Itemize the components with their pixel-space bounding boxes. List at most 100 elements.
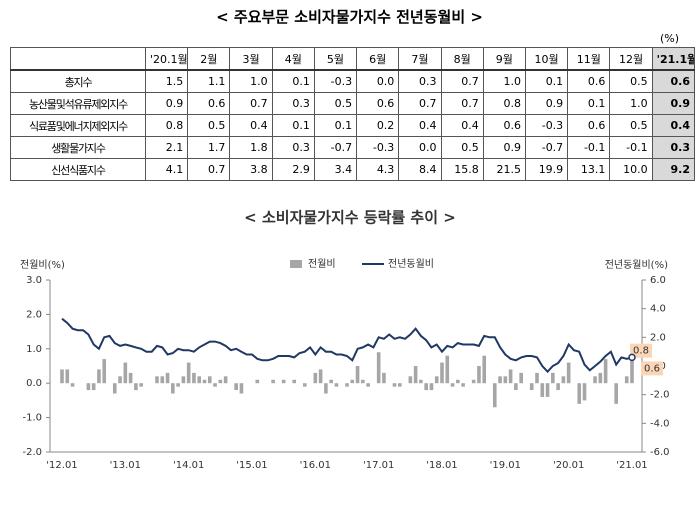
cell: 0.2 — [356, 114, 400, 137]
cell: 9.2 — [651, 158, 696, 181]
cell: 0.7 — [229, 92, 273, 115]
bar — [419, 379, 423, 384]
cell: 0.5 — [440, 136, 484, 159]
bar — [540, 383, 545, 397]
cell: 15.8 — [440, 158, 484, 181]
bar — [561, 376, 566, 384]
table-row: 식료품및에너지제외지수 0.8 0.5 0.4 0.1 0.1 0.2 0.4 0.4 0.6 -0… — [10, 114, 696, 137]
bar — [519, 372, 523, 384]
bar — [350, 379, 355, 384]
cell: -0.7 — [524, 136, 569, 159]
column-header: '20.1월 — [144, 47, 189, 71]
cell: 0.3 — [398, 69, 442, 93]
cell: 1.0 — [609, 92, 653, 115]
cell: 0.1 — [567, 92, 611, 115]
chart: < 소비자물가지수 등락률 추이 > 전월비(%) 전년동월비(%) 3.0 2.… — [20, 209, 670, 472]
bar — [508, 369, 513, 384]
legend-label: 전월비 — [308, 258, 336, 270]
cell: 21.5 — [482, 158, 526, 181]
bar — [181, 376, 186, 384]
y2-tick-label: -6.0 — [650, 447, 670, 458]
cpi-table: '20.1월 2월 3월 4월 5월 6월 7월 8월 9월 10월 11월 12월 '21.1월 총지… — [10, 47, 696, 181]
cell: 19.9 — [524, 158, 569, 181]
bar — [456, 379, 460, 384]
cell: 1.5 — [144, 69, 189, 93]
x-tick-label: '15.01 — [236, 460, 267, 471]
cell: -0.1 — [609, 136, 653, 159]
bar — [345, 383, 349, 387]
bar — [413, 366, 418, 384]
y-axis-label: 전월비(%) — [20, 259, 65, 271]
cell: 0.0 — [356, 69, 400, 93]
cell: 3.8 — [229, 158, 273, 181]
cell: -0.3 — [313, 69, 358, 93]
x-tick-label: '14.01 — [173, 460, 204, 471]
bar — [461, 383, 465, 387]
bar — [118, 376, 122, 384]
label-box — [630, 343, 652, 358]
cell: 8.4 — [398, 158, 442, 181]
bar — [102, 359, 107, 384]
cell: 0.6 — [567, 69, 611, 93]
x-tick-label: '16.01 — [300, 460, 331, 471]
column-header: 12월 — [609, 47, 653, 71]
chart-title: < 소비자물가지수 등락률 추이 > — [244, 209, 456, 227]
bar — [566, 362, 571, 384]
cell: 0.8 — [482, 92, 526, 115]
bar — [123, 362, 128, 384]
cell: 0.5 — [313, 92, 358, 115]
cell: 0.6 — [187, 92, 231, 115]
bar — [498, 376, 502, 384]
bar — [529, 383, 534, 391]
bar — [624, 376, 629, 384]
header-row: '20.1월 2월 3월 4월 5월 6월 7월 8월 9월 10월 11월 12월 '21.1월 — [10, 47, 696, 71]
bar — [630, 355, 634, 384]
row-label: 총지수 — [10, 69, 146, 93]
y-tick-label: -2.0 — [22, 447, 42, 458]
bar — [271, 379, 275, 384]
cell: 1.7 — [187, 136, 231, 159]
cell: 1.0 — [482, 69, 526, 93]
y2-axis-label: 전년동월비(%) — [605, 259, 668, 271]
y-tick-label: 0.0 — [26, 378, 42, 389]
table-row: 농산물및석유류제외지수 0.9 0.6 0.7 0.3 0.5 0.6 0.7 0.7 0.8 0.… — [10, 92, 696, 115]
cell: 0.4 — [229, 114, 273, 137]
bar — [366, 383, 370, 387]
bar — [514, 383, 518, 391]
bar — [334, 383, 339, 387]
bar — [139, 383, 143, 387]
cell: 0.4 — [398, 114, 442, 137]
bar — [213, 383, 217, 387]
bar — [134, 383, 138, 391]
cell: 1.1 — [187, 69, 231, 93]
cell: 4.1 — [144, 158, 189, 181]
cell: 3.4 — [313, 158, 358, 181]
bar — [192, 372, 196, 384]
column-header: 7월 — [398, 47, 442, 71]
cell: 0.1 — [313, 114, 358, 137]
bar — [218, 379, 223, 384]
bar — [482, 355, 487, 384]
column-header: 2월 — [187, 47, 231, 71]
bar — [197, 376, 202, 384]
bar — [376, 352, 381, 384]
point-highlight — [628, 353, 636, 362]
value-label: 0.8 — [633, 346, 649, 357]
bar — [91, 383, 96, 391]
x-tick-label: '18.01 — [426, 460, 457, 471]
column-header: '21.1월 — [651, 47, 696, 71]
x-tick-label: '21.01 — [616, 460, 647, 471]
table-row: 생활물가지수 2.1 1.7 1.8 0.3 -0.7 -0.3 0.0 0.5 0.9 -0.7-… — [10, 136, 696, 159]
cell: 0.1 — [271, 114, 315, 137]
column-header: 11월 — [567, 47, 611, 71]
cell: -0.1 — [567, 136, 611, 159]
row-label: 농산물및석유류제외지수 — [10, 92, 146, 115]
cell: 2.1 — [144, 136, 189, 159]
y2-tick-label: -4.0 — [650, 418, 670, 429]
y2-tick-label: -2.0 — [650, 390, 670, 401]
cell: 0.3 — [271, 136, 315, 159]
bar — [471, 379, 476, 384]
line — [61, 317, 633, 374]
bar — [160, 376, 165, 384]
